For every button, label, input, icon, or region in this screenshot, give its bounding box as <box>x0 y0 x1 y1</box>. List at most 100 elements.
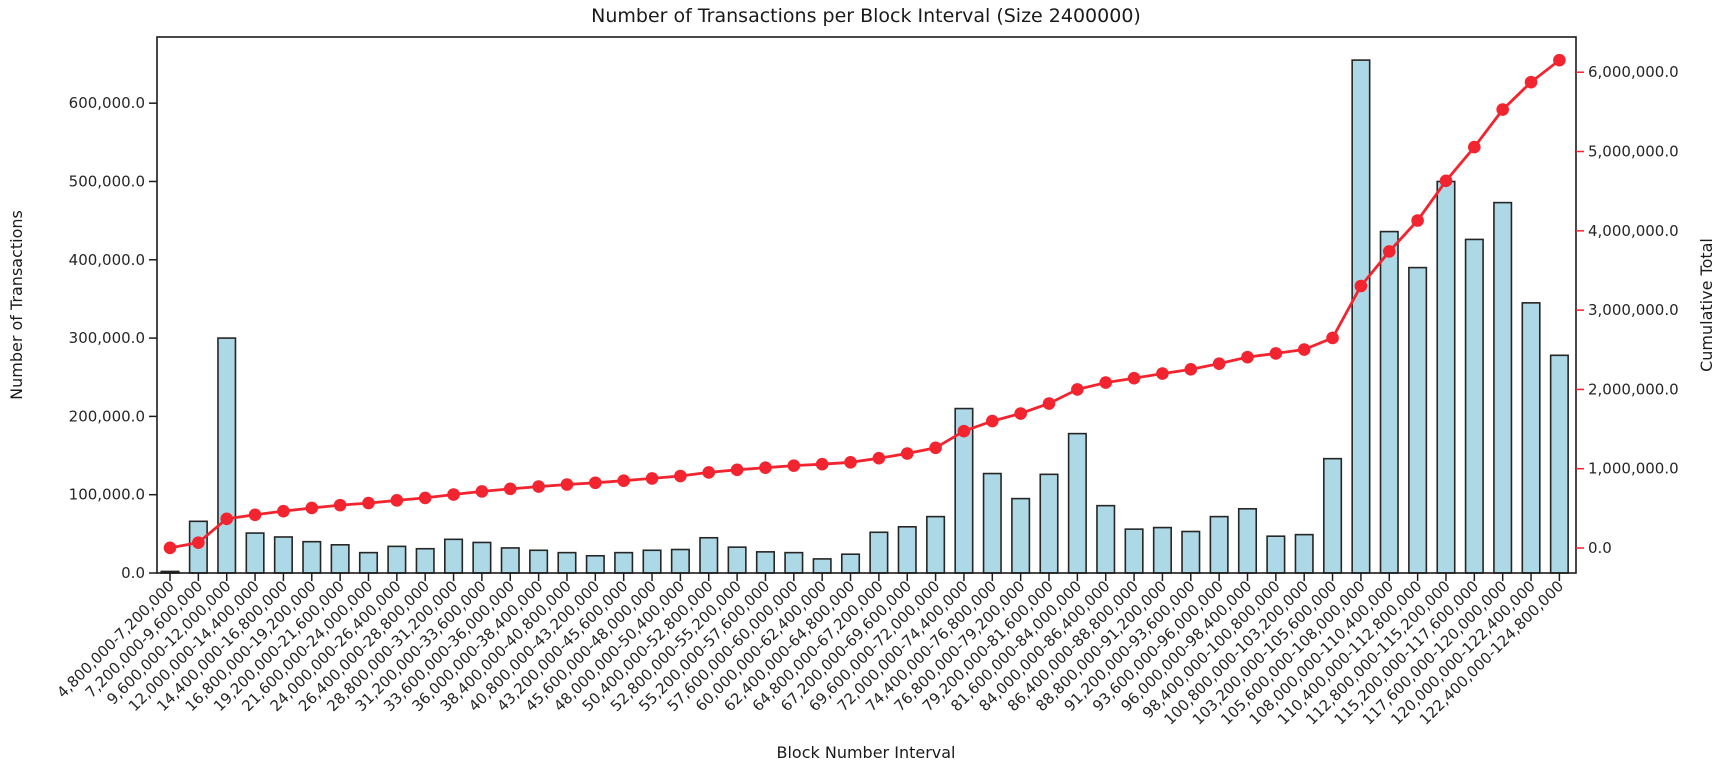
y-right-tick-label: 4,000,000.0 <box>1588 222 1679 240</box>
bar <box>1379 230 1399 574</box>
y-left-tick-label: 0.0 <box>121 564 145 582</box>
line-marker <box>900 447 914 460</box>
bar <box>1039 473 1059 574</box>
y-left-tick-label: 500,000.0 <box>69 172 145 190</box>
bar <box>443 538 464 574</box>
y-left-tick-label: 300,000.0 <box>69 329 145 347</box>
bar <box>869 531 889 574</box>
line-marker <box>333 498 347 512</box>
x-axis-label: Block Number Interval <box>777 743 956 762</box>
line-marker <box>532 480 545 493</box>
line-marker <box>1297 343 1311 356</box>
bar <box>1549 354 1569 574</box>
bar <box>614 551 634 574</box>
axes: 0.0 100,000.0 200,000.0 300,000.0 400,000.0 5… <box>53 36 1679 729</box>
y-right-tick-label: 1,000,000.0 <box>1588 460 1679 478</box>
bar <box>557 551 577 574</box>
y-left-tick-label: 600,000.0 <box>69 94 145 112</box>
bar <box>1181 530 1201 574</box>
bar <box>812 558 832 574</box>
plot-border <box>156 36 1577 574</box>
line-marker <box>617 474 630 487</box>
line-marker <box>277 504 290 518</box>
line-marker <box>560 478 574 491</box>
line-marker <box>1553 53 1566 67</box>
line-marker <box>957 424 971 438</box>
cumulative-line <box>169 59 1561 550</box>
cumulative-line-series <box>163 53 1566 555</box>
bar <box>500 547 520 574</box>
line-marker <box>1269 347 1283 360</box>
line-marker <box>1212 357 1226 370</box>
y-left-tick-label: 100,000.0 <box>69 486 145 504</box>
line-marker <box>1071 383 1084 396</box>
line-marker <box>730 463 744 477</box>
bar <box>670 548 690 574</box>
line-marker <box>163 541 177 555</box>
line-marker <box>872 451 886 465</box>
line-marker <box>1184 363 1198 376</box>
bar <box>1096 504 1116 574</box>
bar <box>217 337 237 574</box>
line-marker <box>1496 103 1509 116</box>
line-marker <box>1439 174 1453 188</box>
bar <box>1436 180 1456 574</box>
bar <box>472 541 492 574</box>
y-right-tick-label: 6,000,000.0 <box>1588 63 1679 81</box>
bar <box>302 540 322 574</box>
bar <box>727 546 747 574</box>
y-left-tick-label: 400,000.0 <box>69 251 145 269</box>
bar <box>784 551 804 574</box>
line-marker <box>929 441 942 455</box>
line-marker <box>674 469 687 483</box>
line-marker <box>844 455 857 469</box>
line-marker <box>645 472 659 485</box>
bar <box>387 545 407 574</box>
line-marker <box>220 512 234 526</box>
bar <box>1493 201 1513 574</box>
bar <box>1209 515 1229 574</box>
bar <box>699 536 719 574</box>
bar <box>840 553 861 574</box>
bar <box>1152 526 1172 574</box>
line-marker <box>1411 214 1424 227</box>
bars-series <box>160 59 1569 574</box>
bar <box>926 515 946 574</box>
bar <box>330 544 350 574</box>
line-marker <box>305 501 319 515</box>
bar <box>1294 533 1314 574</box>
bar <box>1521 302 1541 574</box>
bar <box>1067 432 1087 574</box>
line-marker <box>815 457 829 471</box>
line-marker <box>1156 367 1169 380</box>
line-marker <box>1241 350 1254 364</box>
line-marker <box>1524 75 1538 89</box>
y-right-tick-label: 3,000,000.0 <box>1588 301 1679 319</box>
bar <box>1351 59 1371 574</box>
line-marker <box>418 491 432 505</box>
bar <box>1464 238 1484 574</box>
y-axis-left-label: Number of Transactions <box>7 210 26 400</box>
bar <box>1124 528 1144 574</box>
line-marker <box>787 459 801 472</box>
bar <box>273 536 293 574</box>
line-marker <box>1014 407 1027 420</box>
y-right-tick-label: 5,000,000.0 <box>1588 143 1679 161</box>
line-marker <box>1099 376 1113 389</box>
bar <box>358 551 379 574</box>
line-marker <box>1468 140 1481 154</box>
bar <box>415 547 435 574</box>
line-marker <box>1127 371 1141 385</box>
bar <box>1011 497 1031 574</box>
bar <box>982 472 1002 574</box>
line-marker <box>390 494 404 507</box>
bar <box>1323 457 1343 574</box>
line-marker <box>362 496 375 510</box>
line-marker <box>447 488 460 501</box>
bar <box>1237 507 1258 574</box>
line-marker <box>759 461 772 474</box>
line-marker <box>1354 279 1368 293</box>
bar <box>1408 266 1428 574</box>
line-marker <box>248 508 262 522</box>
